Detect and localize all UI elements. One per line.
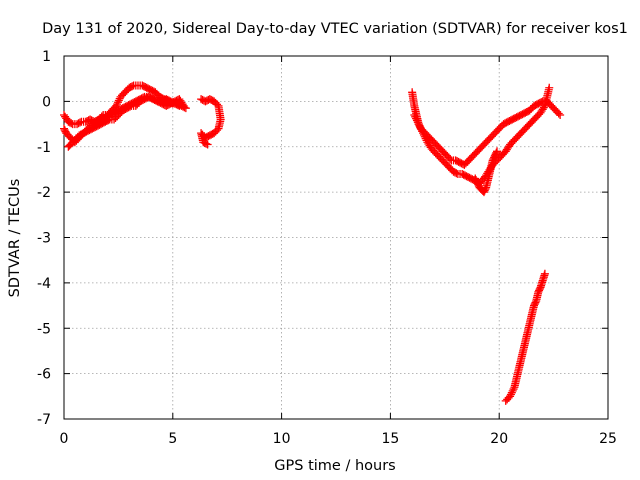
x-tick-label: 5	[168, 431, 177, 447]
data-point	[556, 110, 565, 119]
series-arc-1c	[64, 92, 184, 151]
data-point	[418, 127, 427, 136]
data-point	[113, 100, 122, 109]
axis-ticks: 0 5 10 15 20 25 -7 -6 -5 -4 -3 -2 -1 0 1	[37, 49, 617, 447]
series-arc-3b	[410, 83, 554, 188]
data-point	[414, 120, 423, 129]
series-arc-4	[501, 269, 549, 405]
x-tick-label: 0	[60, 431, 69, 447]
y-tick-label: 1	[42, 49, 51, 65]
y-tick-label: -6	[37, 367, 51, 383]
data-point	[481, 185, 490, 194]
data-point	[175, 101, 184, 110]
data-point	[112, 101, 121, 110]
data-point	[506, 390, 515, 399]
data-point	[415, 121, 424, 130]
x-tick-label: 10	[273, 431, 291, 447]
data-point	[413, 118, 422, 127]
data-point	[422, 136, 431, 145]
data-point	[539, 103, 548, 112]
data-point	[452, 169, 461, 178]
data-point	[509, 385, 518, 394]
data-point	[128, 82, 137, 91]
y-tick-label: -5	[37, 321, 51, 337]
data-point	[531, 298, 540, 307]
data-point	[152, 96, 161, 105]
data-point	[67, 119, 76, 128]
data-point	[139, 93, 148, 102]
data-point	[507, 388, 516, 397]
data-point	[545, 83, 554, 92]
x-axis-label: GPS time / hours	[274, 458, 395, 474]
data-point	[540, 269, 549, 278]
data-point	[410, 110, 419, 119]
data-point	[419, 129, 428, 138]
plot-frame	[63, 55, 609, 420]
y-tick-label: -4	[37, 276, 51, 292]
x-tick-label: 25	[599, 431, 617, 447]
x-tick-label: 20	[490, 431, 508, 447]
data-point	[554, 109, 563, 118]
data-point	[412, 114, 421, 123]
data-point	[419, 130, 428, 139]
y-tick-label: -3	[37, 231, 51, 247]
data-point	[420, 132, 429, 141]
data-point	[411, 112, 420, 121]
series-arc-2	[197, 95, 225, 149]
data-point	[445, 154, 454, 163]
data-markers	[60, 81, 565, 405]
y-axis-label: SDTVAR / TECUs	[7, 179, 23, 298]
data-point	[75, 118, 84, 127]
data-point	[412, 116, 421, 125]
data-point	[421, 134, 430, 143]
data-point	[114, 96, 123, 105]
y-tick-label: -1	[37, 140, 51, 156]
data-point	[506, 392, 515, 401]
chart-title: Day 131 of 2020, Sidereal Day-to-day VTE…	[42, 21, 628, 37]
data-point	[202, 139, 211, 148]
x-tick-label: 15	[381, 431, 399, 447]
y-tick-label: 0	[42, 94, 51, 110]
data-point	[508, 386, 517, 395]
data-point	[113, 98, 122, 107]
series-arc-3c	[471, 147, 502, 197]
series-arc-3a	[408, 88, 565, 169]
data-point	[213, 100, 222, 109]
data-point	[203, 140, 212, 149]
data-point	[492, 148, 501, 157]
data-point	[493, 147, 502, 156]
data-point	[417, 125, 426, 134]
data-point	[416, 123, 425, 132]
data-point	[173, 101, 182, 110]
y-tick-label: -2	[37, 185, 51, 201]
y-tick-label: -7	[37, 412, 51, 428]
